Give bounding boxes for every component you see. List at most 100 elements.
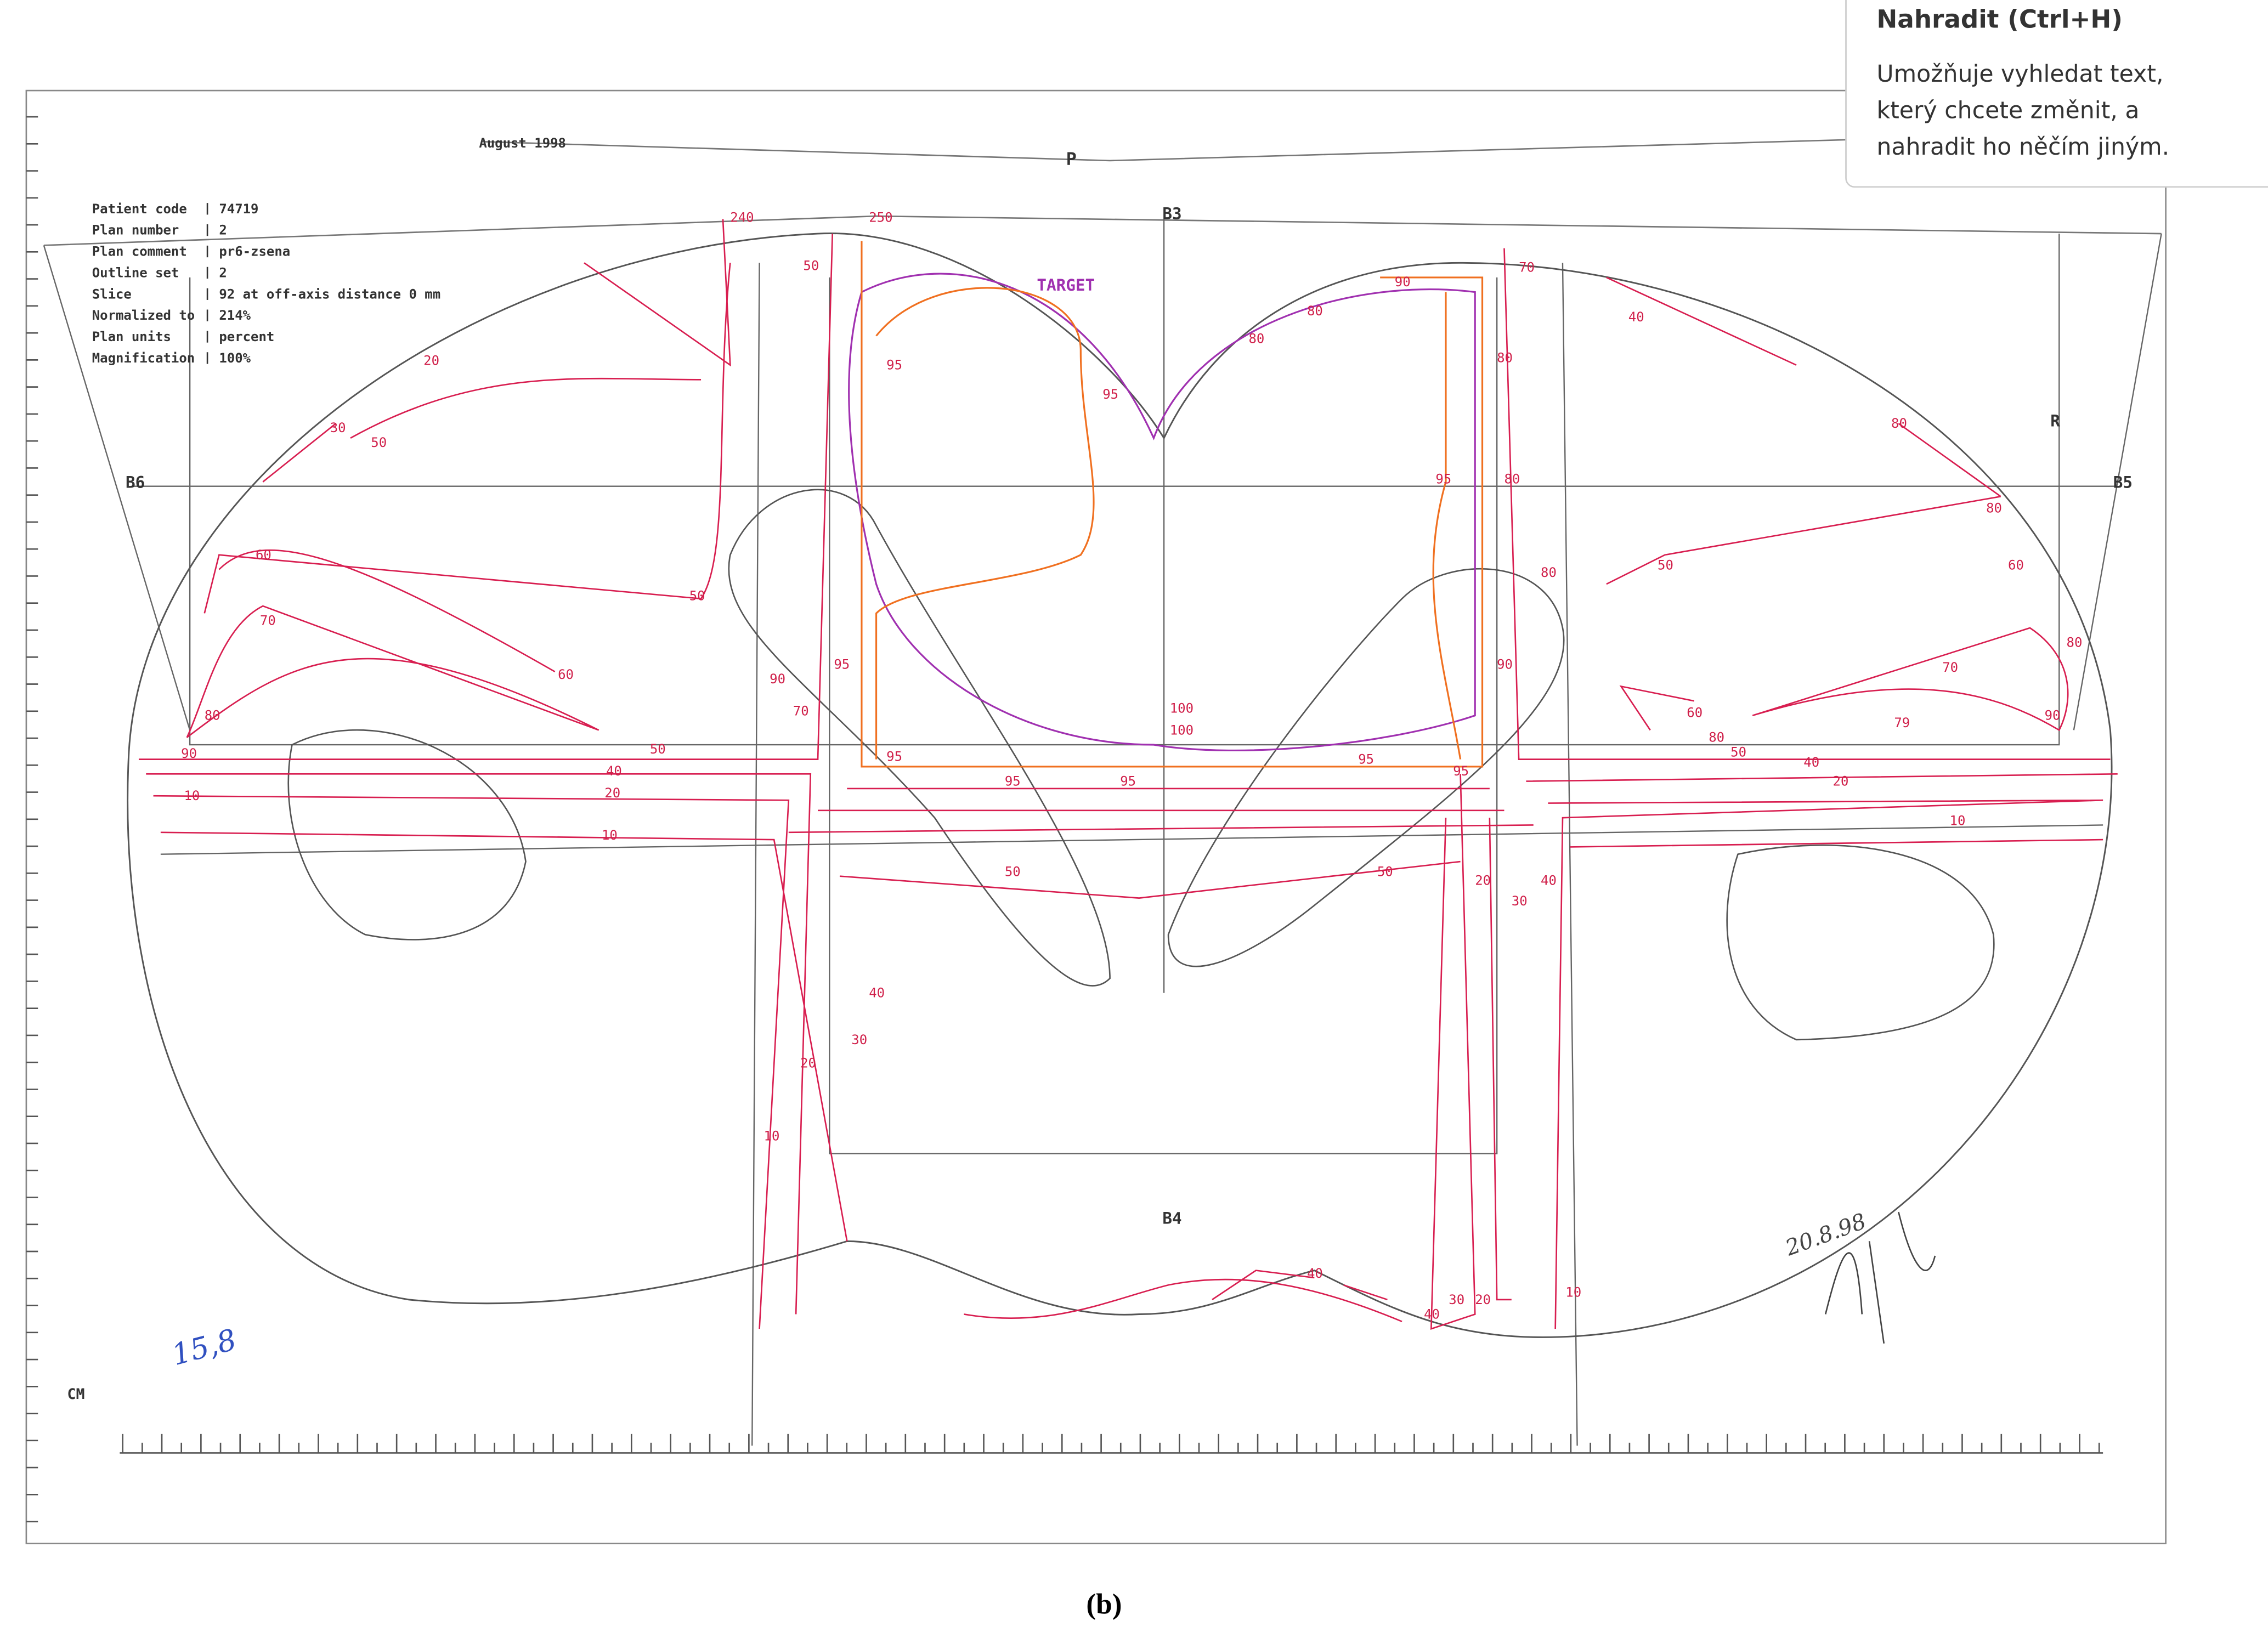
info-value: percent [219, 329, 274, 344]
isodose-label: 10 [602, 828, 618, 843]
isodose-label: 70 [1519, 259, 1535, 275]
isodose-label: 60 [256, 547, 272, 563]
axis-unit: CM [67, 1386, 84, 1403]
plan-info: Patient code 74719 Plan number 2 Plan commen… [92, 201, 440, 366]
isodose-95 [861, 241, 1484, 768]
signature [1824, 1211, 1936, 1344]
beam-line [482, 138, 1884, 162]
target-label: TARGET [1037, 276, 1095, 294]
isodose-label: 100 [1170, 700, 1194, 716]
beam-label: B4 [1162, 1209, 1181, 1227]
isodose-label: 90 [770, 671, 785, 687]
isodose-label: 80 [205, 708, 220, 723]
isodose-label: 40 [1803, 755, 1819, 770]
organ-outline [728, 489, 1111, 987]
isodose-label: 95 [886, 749, 902, 764]
info-value: 74719 [219, 201, 258, 217]
isodose-label: 80 [1504, 471, 1520, 486]
isodose-label: 80 [1891, 416, 1907, 431]
organ-outline [1167, 568, 1565, 967]
isodose-label: 80 [1986, 501, 2002, 516]
isodose-label: 50 [1658, 557, 1673, 573]
isodose-label: 240 [730, 210, 754, 225]
isodose-label: 70 [793, 704, 809, 719]
isodose-label: 30 [851, 1032, 867, 1047]
isodose-label: 70 [260, 613, 276, 628]
isodose-label: 95 [1120, 774, 1136, 789]
isodose-label: 20 [1475, 1292, 1491, 1307]
isodose-label: 20 [1833, 774, 1849, 789]
caption: (b) [1086, 1588, 1122, 1620]
beam-line [43, 219, 2162, 1446]
isodose-label: 90 [181, 746, 197, 761]
tooltip-text: který chcete změnit, a [1876, 97, 2139, 124]
info-value: 2 [219, 223, 227, 238]
info-key: Magnification [92, 350, 195, 366]
isodose-label: 90 [2045, 708, 2061, 723]
isodose-label: 40 [1628, 309, 1644, 325]
isodose-label: 10 [1565, 1285, 1581, 1300]
isodose-label: 10 [1950, 813, 1966, 828]
info-key: Plan units [92, 329, 171, 344]
isodose-label: 40 [869, 985, 885, 1001]
isodose-label: 40 [1541, 873, 1557, 888]
isodose-label: 100 [1170, 722, 1194, 738]
plan-date: August 1998 [479, 135, 566, 151]
tooltip: Nahradit (Ctrl+H) Umožňuje vyhledat text… [1845, 0, 2268, 188]
info-value: 92 at off-axis distance 0 mm [219, 286, 440, 302]
isodose-label: 80 [1307, 303, 1323, 319]
organ-outline [1726, 844, 1995, 1041]
isodose-label: 80 [1497, 350, 1513, 365]
isodose-label: 80 [1541, 565, 1557, 580]
isodose-label: 70 [1942, 660, 1958, 675]
info-value: 214% [219, 308, 251, 323]
isodose-label: 10 [184, 788, 200, 803]
isodose-label: 80 [1249, 331, 1265, 347]
isodose-label: 30 [1512, 893, 1528, 909]
beam-label: P [1066, 149, 1077, 169]
beam-label: R [2050, 412, 2060, 430]
tooltip-box [1845, 0, 2268, 188]
info-key: Patient code [92, 201, 187, 217]
isodose-label: 30 [330, 420, 346, 435]
isodose-label: 95 [1005, 774, 1021, 789]
body-outline [127, 233, 2113, 1338]
isodose-label: 50 [1377, 864, 1393, 880]
isodose-label: 20 [423, 353, 439, 369]
isodose-label: 60 [558, 667, 574, 682]
isodose-label: 20 [800, 1055, 816, 1070]
isodose-label: 20 [1475, 873, 1491, 888]
isodose-label: 40 [1307, 1266, 1323, 1281]
isodose-label: 79 [1894, 715, 1910, 730]
target-outline [848, 273, 1476, 752]
isodose-label: 90 [1497, 657, 1513, 672]
info-key: Slice [92, 286, 132, 302]
isodose-label: 95 [1453, 763, 1469, 779]
info-value: 2 [219, 265, 227, 280]
organ-outline [287, 729, 527, 941]
beam-line [43, 215, 2162, 246]
isodose-label: 10 [764, 1129, 780, 1144]
info-value: 100% [219, 350, 251, 366]
plan-drawing [25, 89, 2167, 1544]
isodose-label: 250 [869, 210, 892, 225]
info-key: Normalized to [92, 308, 195, 323]
ruler [26, 116, 2103, 1522]
beam-label: B3 [1162, 204, 1181, 223]
isodose-label: 60 [2008, 557, 2024, 573]
isodose-label: 90 [1395, 274, 1411, 290]
isodose-label: 50 [371, 435, 387, 450]
info-key: Outline set [92, 265, 179, 280]
isodose-label: 60 [1687, 705, 1703, 720]
info-value: pr6-zsena [219, 244, 290, 259]
tooltip-text: nahradit ho něčím jiným. [1876, 133, 2169, 161]
isodose-label: 50 [1730, 744, 1746, 760]
isodose-label: 80 [1709, 730, 1724, 745]
beam-label: B5 [2113, 473, 2133, 491]
isodose-label: 95 [1102, 387, 1118, 402]
isodose-label: 95 [886, 358, 902, 373]
frame [25, 89, 2167, 1544]
